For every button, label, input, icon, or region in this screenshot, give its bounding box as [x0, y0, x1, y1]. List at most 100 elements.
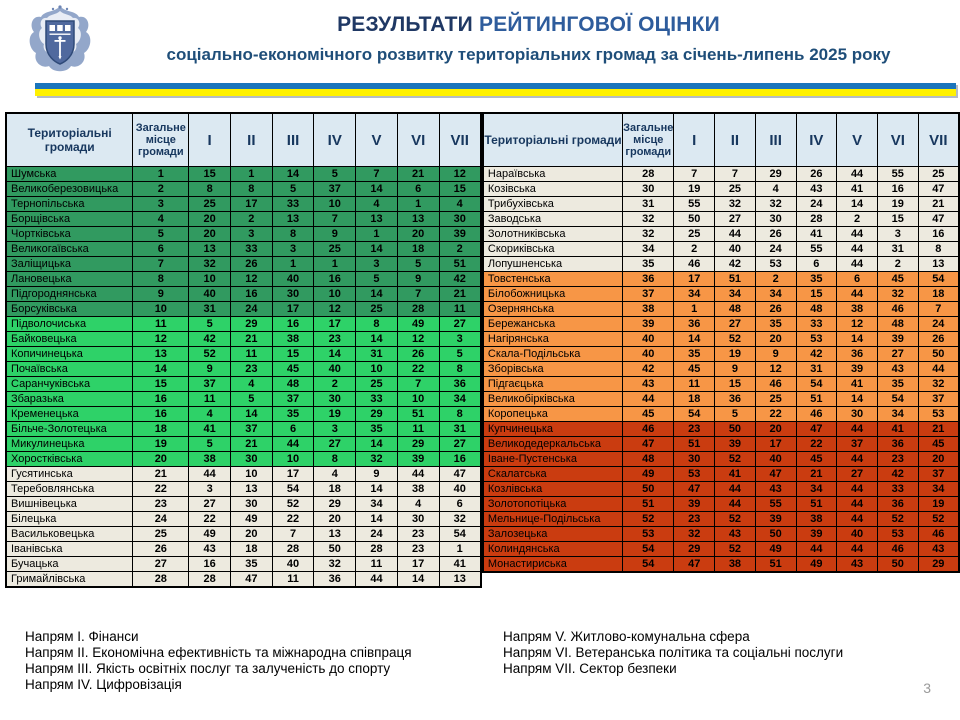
direction-rank-cell: 8 — [313, 451, 357, 467]
direction-rank-cell: 27 — [313, 436, 357, 452]
direction-rank-cell: 21 — [438, 286, 482, 302]
community-name-cell: Озернянська — [482, 301, 624, 317]
community-name-cell: Купчинецька — [482, 421, 624, 437]
community-name-cell: Саранчуківська — [5, 376, 134, 392]
direction-rank-cell: 43 — [754, 481, 797, 497]
direction-rank-cell: 28 — [271, 541, 315, 557]
direction-rank-cell: 8 — [271, 226, 315, 242]
table-row: Борщівська 4 20 2 13 7 13 13 30 — [5, 211, 482, 227]
direction-rank-cell: 13 — [271, 211, 315, 227]
col-header-dir-5: V — [836, 112, 878, 167]
direction-rank-cell: 54 — [917, 271, 960, 287]
table-row: Заліщицька 7 32 26 1 1 3 5 51 — [5, 256, 482, 272]
direction-rank-cell: 45 — [876, 271, 919, 287]
direction-rank-cell: 38 — [795, 511, 838, 527]
direction-rank-cell: 2 — [876, 256, 919, 272]
table-row: Теребовлянська 22 3 13 54 18 14 38 40 — [5, 481, 482, 497]
direction-rank-cell: 20 — [229, 526, 273, 542]
table-row: Підволочиська 11 5 29 16 17 8 49 27 — [5, 316, 482, 332]
direction-rank-cell: 33 — [795, 316, 838, 332]
table-header-row: Територіальні громади Загальне місце гро… — [5, 112, 482, 167]
direction-rank-cell: 35 — [795, 271, 838, 287]
community-name-cell: Мельнице-Подільська — [482, 511, 624, 527]
overall-place-cell: 31 — [622, 196, 675, 212]
community-name-cell: Лопушненська — [482, 256, 624, 272]
direction-rank-cell: 55 — [754, 496, 797, 512]
overall-place-cell: 21 — [132, 466, 190, 482]
legend-line: Напрям ІV. Цифровізація — [25, 676, 182, 692]
direction-rank-cell: 27 — [438, 436, 482, 452]
direction-rank-cell: 15 — [876, 211, 919, 227]
overall-place-cell: 40 — [622, 346, 675, 362]
direction-rank-cell: 47 — [229, 571, 273, 588]
direction-rank-cell: 10 — [188, 271, 231, 287]
direction-rank-cell: 44 — [836, 481, 878, 497]
direction-rank-cell: 14 — [271, 166, 315, 182]
direction-rank-cell: 36 — [714, 391, 756, 407]
direction-rank-cell: 36 — [313, 571, 357, 588]
direction-rank-cell: 40 — [271, 556, 315, 572]
table-row: Великоберезовицька 2 8 8 5 37 14 6 15 — [5, 181, 482, 197]
direction-rank-cell: 12 — [313, 301, 357, 317]
direction-rank-cell: 20 — [396, 226, 440, 242]
table-row: Копичинецька 13 52 11 15 14 31 26 5 — [5, 346, 482, 362]
direction-rank-cell: 51 — [714, 271, 756, 287]
page-title: РЕЗУЛЬТАТИ РЕЙТИНГОВОЇ ОЦІНКИ — [105, 13, 952, 37]
page-number: 3 — [923, 680, 931, 696]
direction-rank-cell: 4 — [229, 376, 273, 392]
community-name-cell: Тернопільська — [5, 196, 134, 212]
direction-rank-cell: 34 — [355, 496, 398, 512]
overall-place-cell: 36 — [622, 271, 675, 287]
direction-rank-cell: 35 — [673, 346, 716, 362]
direction-rank-cell: 51 — [795, 391, 838, 407]
overall-place-cell: 27 — [132, 556, 190, 572]
overall-place-cell: 7 — [132, 256, 190, 272]
direction-rank-cell: 38 — [188, 451, 231, 467]
coat-of-arms-logo — [29, 5, 91, 72]
direction-rank-cell: 44 — [714, 226, 756, 242]
direction-rank-cell: 20 — [188, 211, 231, 227]
direction-rank-cell: 13 — [396, 211, 440, 227]
table-row: Зборівська 42 45 9 12 31 39 43 44 — [482, 361, 960, 377]
legend-line: Напрям ІІ. Економічна ефективність та мі… — [25, 644, 412, 660]
overall-place-cell: 16 — [132, 391, 190, 407]
direction-rank-cell: 31 — [438, 421, 482, 437]
direction-rank-cell: 1 — [355, 226, 398, 242]
direction-rank-cell: 10 — [313, 286, 357, 302]
direction-rank-cell: 14 — [396, 571, 440, 588]
direction-rank-cell: 6 — [438, 496, 482, 512]
direction-rank-cell: 41 — [714, 466, 756, 482]
direction-rank-cell: 45 — [795, 451, 838, 467]
direction-rank-cell: 6 — [271, 421, 315, 437]
direction-rank-cell: 23 — [673, 511, 716, 527]
overall-place-cell: 38 — [622, 301, 675, 317]
direction-rank-cell: 15 — [271, 346, 315, 362]
table-row: Тернопільська 3 25 17 33 10 4 1 4 — [5, 196, 482, 212]
direction-rank-cell: 48 — [271, 376, 315, 392]
community-name-cell: Білобожницька — [482, 286, 624, 302]
direction-rank-cell: 42 — [714, 256, 756, 272]
legend-line: Напрям І. Фінанси — [25, 629, 139, 644]
legend-directions-1-4: Напрям І. Фінанси Напрям ІІ. Економічна … — [25, 629, 412, 693]
direction-rank-cell: 44 — [188, 466, 231, 482]
direction-rank-cell: 29 — [229, 316, 273, 332]
direction-rank-cell: 5 — [355, 271, 398, 287]
direction-rank-cell: 31 — [188, 301, 231, 317]
community-name-cell: Залозецька — [482, 526, 624, 542]
direction-rank-cell: 36 — [673, 316, 716, 332]
overall-place-cell: 6 — [132, 241, 190, 257]
direction-rank-cell: 17 — [313, 316, 357, 332]
table-row: Байковецька 12 42 21 38 23 14 12 3 — [5, 331, 482, 347]
direction-rank-cell: 48 — [876, 316, 919, 332]
table-row: Козлівська 50 47 44 43 34 44 33 34 — [482, 481, 960, 497]
direction-rank-cell: 6 — [396, 181, 440, 197]
overall-place-cell: 25 — [132, 526, 190, 542]
direction-rank-cell: 4 — [188, 406, 231, 422]
direction-rank-cell: 6 — [795, 256, 838, 272]
direction-rank-cell: 7 — [917, 301, 960, 317]
direction-rank-cell: 27 — [876, 346, 919, 362]
direction-rank-cell: 33 — [355, 391, 398, 407]
direction-rank-cell: 46 — [917, 526, 960, 542]
direction-rank-cell: 2 — [229, 211, 273, 227]
direction-rank-cell: 50 — [876, 556, 919, 573]
